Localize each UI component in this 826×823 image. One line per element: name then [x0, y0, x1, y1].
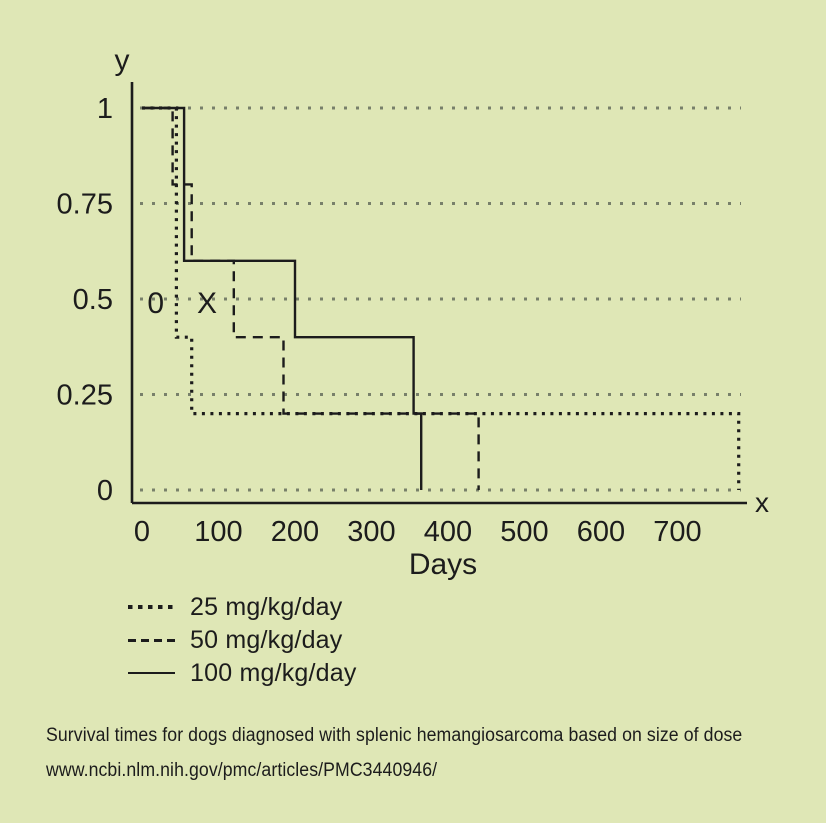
- annotation-marker-1: X: [197, 287, 217, 320]
- chart-legend: 25 mg/kg/day 50 mg/kg/day 100 mg/kg/day: [128, 594, 357, 686]
- legend-swatch-solid-line-icon: [128, 671, 175, 675]
- source-url: www.ncbi.nlm.nih.gov/pmc/articles/PMC344…: [46, 760, 438, 781]
- x-tick-label-300: 300: [347, 516, 395, 548]
- legend-item-100mg: 100 mg/kg/day: [128, 660, 357, 686]
- legend-item-25mg: 25 mg/kg/day: [128, 594, 357, 620]
- y-tick-label-0.75: 0.75: [57, 189, 113, 221]
- legend-label: 50 mg/kg/day: [190, 626, 343, 654]
- x-tick-label-700: 700: [653, 516, 701, 548]
- x-tick-label-600: 600: [577, 516, 625, 548]
- legend-label: 100 mg/kg/day: [190, 659, 357, 687]
- x-tick-label-200: 200: [271, 516, 319, 548]
- legend-swatch-dotted-line-icon: [128, 605, 175, 609]
- y-tick-label-0.5: 0.5: [73, 284, 113, 316]
- x-axis-letter: x: [755, 487, 769, 518]
- y-tick-label-0.25: 0.25: [57, 380, 113, 412]
- legend-swatch-dashed-line-icon: [128, 638, 175, 642]
- x-tick-label-100: 100: [194, 516, 242, 548]
- legend-item-50mg: 50 mg/kg/day: [128, 627, 357, 653]
- x-tick-label-500: 500: [500, 516, 548, 548]
- survival-curve-100mg: [142, 106, 423, 490]
- figure-caption: Survival times for dogs diagnosed with s…: [46, 725, 743, 746]
- y-tick-label-1: 1: [97, 93, 113, 125]
- legend-label: 25 mg/kg/day: [190, 593, 343, 621]
- x-tick-label-400: 400: [424, 516, 472, 548]
- y-tick-label-0: 0: [97, 475, 113, 507]
- x-axis-title: Days: [409, 548, 477, 581]
- y-axis-letter: y: [115, 44, 130, 77]
- annotation-marker-0: 0: [147, 287, 164, 320]
- x-tick-label-0: 0: [134, 516, 150, 548]
